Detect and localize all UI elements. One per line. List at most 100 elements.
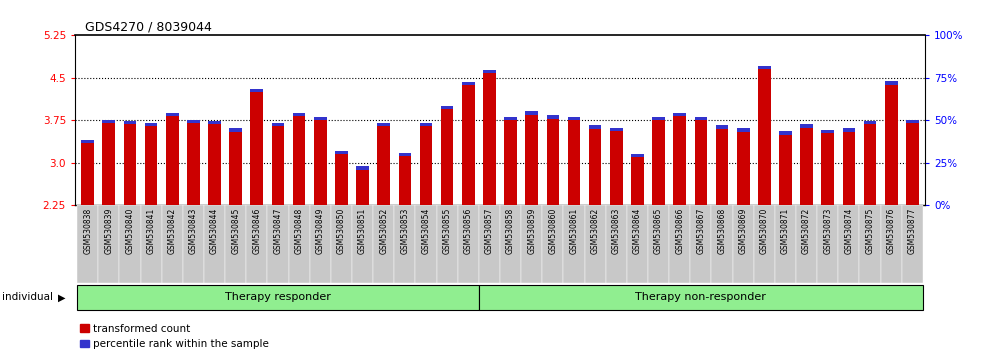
Text: GSM530863: GSM530863 xyxy=(612,208,621,254)
Bar xyxy=(504,117,517,120)
Text: GSM530839: GSM530839 xyxy=(104,208,113,254)
Bar xyxy=(229,128,242,132)
Bar xyxy=(102,120,115,123)
Bar xyxy=(606,205,627,283)
Bar xyxy=(314,120,327,205)
Bar xyxy=(525,111,538,115)
Bar xyxy=(272,126,284,205)
Text: GSM530853: GSM530853 xyxy=(400,208,409,254)
Bar xyxy=(542,205,563,283)
Text: GSM530840: GSM530840 xyxy=(125,208,134,254)
Bar xyxy=(838,205,859,283)
Text: ▶: ▶ xyxy=(58,292,66,302)
Text: GSM530871: GSM530871 xyxy=(781,208,790,254)
Bar xyxy=(314,117,327,120)
Bar xyxy=(145,126,157,205)
Bar xyxy=(906,123,919,205)
Bar xyxy=(821,133,834,205)
Bar xyxy=(547,115,559,119)
Bar xyxy=(225,205,246,283)
Bar xyxy=(310,205,331,283)
Bar xyxy=(462,85,475,205)
Bar xyxy=(589,129,601,205)
Bar xyxy=(420,126,432,205)
Bar xyxy=(864,121,876,124)
Bar xyxy=(885,85,898,205)
Text: GSM530876: GSM530876 xyxy=(887,208,896,254)
Bar xyxy=(779,131,792,135)
Bar xyxy=(627,205,648,283)
Bar xyxy=(690,205,711,283)
Bar xyxy=(568,120,580,205)
Bar xyxy=(673,113,686,116)
Bar xyxy=(208,121,221,124)
Bar xyxy=(145,122,157,126)
Text: GSM530869: GSM530869 xyxy=(739,208,748,254)
Bar xyxy=(673,116,686,205)
Text: GSM530843: GSM530843 xyxy=(189,208,198,254)
Text: GSM530867: GSM530867 xyxy=(696,208,705,254)
Bar xyxy=(399,156,411,205)
Bar xyxy=(166,116,179,205)
Bar xyxy=(589,125,601,129)
Bar xyxy=(631,157,644,205)
Text: GSM530851: GSM530851 xyxy=(358,208,367,254)
Bar xyxy=(250,92,263,205)
Bar xyxy=(483,73,496,205)
Bar xyxy=(81,139,94,143)
Bar xyxy=(289,205,310,283)
Text: GSM530842: GSM530842 xyxy=(168,208,177,254)
Text: GSM530866: GSM530866 xyxy=(675,208,684,254)
Bar xyxy=(817,205,838,283)
Text: GSM530873: GSM530873 xyxy=(823,208,832,254)
Bar xyxy=(479,285,923,310)
Bar xyxy=(796,205,817,283)
Text: GSM530859: GSM530859 xyxy=(527,208,536,254)
Text: individual: individual xyxy=(2,292,53,302)
Bar xyxy=(758,66,771,69)
Bar xyxy=(250,88,263,92)
Bar xyxy=(441,109,453,205)
Bar xyxy=(902,205,923,283)
Bar xyxy=(293,113,305,116)
Text: GSM530858: GSM530858 xyxy=(506,208,515,254)
Bar xyxy=(843,132,855,205)
Bar xyxy=(906,120,919,123)
Text: GSM530862: GSM530862 xyxy=(591,208,600,254)
Text: GSM530855: GSM530855 xyxy=(443,208,452,254)
Text: GSM530857: GSM530857 xyxy=(485,208,494,254)
Bar xyxy=(711,205,733,283)
Bar xyxy=(504,120,517,205)
Text: GSM530844: GSM530844 xyxy=(210,208,219,254)
Bar xyxy=(124,124,136,205)
Bar xyxy=(568,117,580,120)
Bar xyxy=(373,205,394,283)
Bar xyxy=(479,205,500,283)
Bar xyxy=(525,115,538,205)
Bar xyxy=(356,166,369,170)
Text: GSM530845: GSM530845 xyxy=(231,208,240,254)
Bar xyxy=(652,117,665,120)
Bar xyxy=(585,205,606,283)
Text: GSM530875: GSM530875 xyxy=(866,208,875,254)
Bar xyxy=(800,124,813,128)
Bar xyxy=(669,205,690,283)
Text: GSM530848: GSM530848 xyxy=(295,208,304,254)
Bar xyxy=(77,285,479,310)
Text: Therapy non-responder: Therapy non-responder xyxy=(635,292,766,302)
Text: GSM530877: GSM530877 xyxy=(908,208,917,254)
Text: GSM530865: GSM530865 xyxy=(654,208,663,254)
Bar xyxy=(162,205,183,283)
Bar xyxy=(415,205,437,283)
Bar xyxy=(437,205,458,283)
Text: GSM530850: GSM530850 xyxy=(337,208,346,254)
Text: GDS4270 / 8039044: GDS4270 / 8039044 xyxy=(85,21,212,34)
Bar xyxy=(119,205,141,283)
Text: GSM530852: GSM530852 xyxy=(379,208,388,254)
Bar xyxy=(483,70,496,73)
Bar xyxy=(102,123,115,205)
Bar xyxy=(547,119,559,205)
Bar xyxy=(885,81,898,85)
Bar xyxy=(267,205,289,283)
Bar xyxy=(81,143,94,205)
